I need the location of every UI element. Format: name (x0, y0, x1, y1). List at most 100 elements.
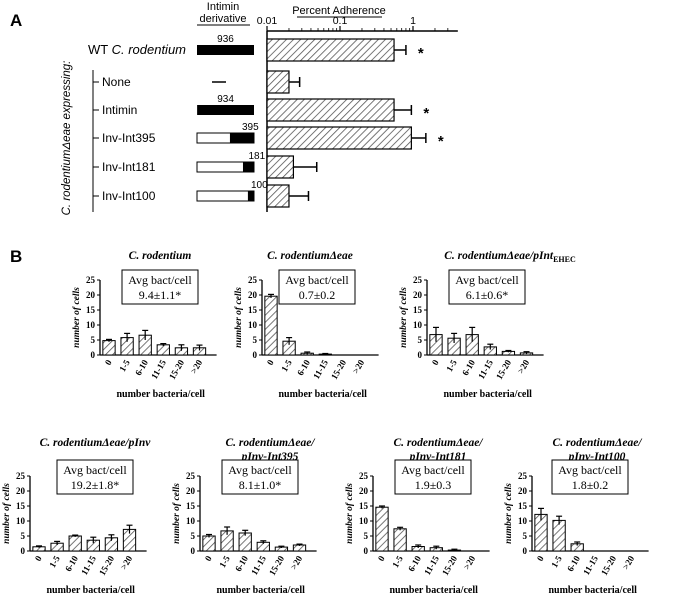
histogram-x-tick-label: 11-15 (581, 554, 600, 577)
avg-value: 6.1±0.6* (466, 288, 509, 302)
histogram-bar (375, 506, 389, 552)
histogram-x-tick-label: 0 (430, 358, 441, 367)
histogram-y-tick-label: 15 (86, 305, 96, 315)
histogram-x-tick-label: 0 (33, 554, 44, 563)
histogram-y-tick-label: 20 (16, 486, 26, 496)
histogram-x-label: number bacteria/cell (548, 585, 637, 596)
histogram-x-tick-label: 6-10 (233, 554, 250, 574)
histogram-x-label: number bacteria/cell (278, 389, 367, 400)
histogram-x-tick-label: 1-5 (390, 554, 405, 570)
avg-value: 19.2±1.8* (71, 478, 120, 492)
histogram-x-tick-label: 0 (535, 554, 546, 563)
histogram-y-tick-label: 10 (413, 320, 423, 330)
derivative-bar-intimin (197, 45, 254, 55)
histogram-y-tick-label: 20 (248, 290, 258, 300)
avg-box (121, 269, 199, 305)
histogram-x-tick-label: 11-15 (311, 358, 330, 381)
histogram-x-tick-label: >20 (351, 358, 367, 376)
histogram-y-tick-label: 5 (91, 335, 96, 345)
histogram-y-tick-label: 20 (359, 486, 369, 496)
header-adherence: Percent Adherence (292, 5, 386, 17)
histogram-y-label: number of cells (345, 483, 355, 544)
avg-box-title: Avg bact/cell (228, 463, 292, 477)
avg-value: 8.1±1.0* (239, 478, 282, 492)
histogram-x-tick-label: >20 (289, 554, 305, 572)
avg-box-title: Avg bact/cell (401, 463, 465, 477)
derivative-bar-outline (196, 190, 255, 202)
histogram-x-tick-label: 11-15 (249, 554, 268, 577)
histogram-y-tick-label: 20 (518, 486, 528, 496)
histogram-x-tick-label: 11-15 (149, 358, 168, 381)
histogram-x-tick-label: 15-20 (167, 358, 186, 382)
category-label: None (102, 75, 131, 89)
derivative-bar-intimin (247, 191, 254, 201)
histogram-x-tick-label: 0 (376, 554, 387, 563)
histogram-x-label: number bacteria/cell (46, 585, 135, 596)
histogram-y-tick-label: 0 (523, 546, 528, 556)
histogram-4: C. rodentiumΔeae/pInv Avg bact/cell19.2±1… (2, 437, 151, 596)
adherence-bar (266, 126, 412, 150)
histogram-x-tick-label: 6-10 (133, 358, 150, 378)
histogram-x-tick-label: 15-20 (267, 554, 286, 578)
histogram-bar (393, 528, 407, 552)
avg-box (278, 269, 356, 305)
derivative-length: 395 (242, 122, 259, 133)
histogram-x-tick-label: 1-5 (279, 358, 294, 374)
avg-box (221, 459, 299, 495)
histogram-x-tick-label: 1-5 (47, 554, 62, 570)
histogram-y-tick-label: 10 (248, 320, 258, 330)
histogram-bar (102, 340, 116, 356)
histogram-y-tick-label: 25 (518, 471, 528, 481)
histogram-x-tick-label: 15-20 (329, 358, 348, 382)
adherence-bar (266, 184, 290, 208)
header-derivative-line2: derivative (199, 13, 246, 25)
histogram-y-tick-label: 25 (248, 275, 258, 285)
histogram-x-tick-label: >20 (462, 554, 478, 572)
avg-value: 1.8±0.2 (572, 478, 609, 492)
avg-box-title: Avg bact/cell (128, 273, 192, 287)
histogram-y-tick-label: 25 (86, 275, 96, 285)
histogram-bar (552, 519, 566, 552)
derivative-length: 934 (217, 94, 234, 105)
significance-star: * (418, 45, 424, 62)
histogram-y-tick-label: 5 (523, 531, 528, 541)
histogram-y-label: number of cells (2, 483, 12, 544)
histogram-bar (202, 535, 216, 552)
axis-a-tick-label: 0.01 (257, 15, 278, 27)
histogram-y-tick-label: 15 (16, 501, 26, 511)
histogram-y-tick-label: 10 (186, 516, 196, 526)
derivative-length: 936 (217, 34, 234, 45)
avg-box (56, 459, 134, 495)
histogram-y-tick-label: 10 (359, 516, 369, 526)
histogram-x-tick-label: >20 (189, 358, 205, 376)
histogram-y-tick-label: 15 (413, 305, 423, 315)
avg-box-title: Avg bact/cell (558, 463, 622, 477)
category-label: WT C. rodentium (88, 42, 186, 57)
histogram-x-tick-label: 0 (203, 554, 214, 563)
side-label: C. rodentiumΔeae expressing: (61, 61, 73, 216)
histogram-x-tick-label: 1-5 (217, 554, 232, 570)
category-label: Inv-Int395 (102, 131, 156, 145)
histogram-y-tick-label: 10 (518, 516, 528, 526)
histogram-x-tick-label: >20 (621, 554, 637, 572)
avg-box (448, 269, 526, 305)
panel-a-letter: A (10, 11, 22, 30)
histogram-x-tick-label: 11-15 (476, 358, 495, 381)
derivative-bar-intimin (197, 105, 254, 115)
histogram-x-tick-label: 1-5 (444, 358, 459, 374)
histogram-y-label: number of cells (172, 483, 182, 544)
panel-a-chart: 0.01 0.1 1 WT C. rodentium 936 * None Intimin 93… (88, 15, 458, 212)
histogram-y-tick-label: 10 (16, 516, 26, 526)
histogram-y-tick-label: 5 (21, 531, 26, 541)
avg-value: 9.4±1.1* (139, 288, 182, 302)
histogram-y-tick-label: 15 (248, 305, 258, 315)
histogram-y-label: number of cells (72, 287, 82, 348)
histogram-x-label: number bacteria/cell (216, 585, 305, 596)
histogram-bar (156, 344, 170, 356)
avg-value: 1.9±0.3 (415, 478, 452, 492)
header-derivative-line1: Intimin (207, 1, 239, 13)
histogram-x-tick-label: 6-10 (460, 358, 477, 378)
